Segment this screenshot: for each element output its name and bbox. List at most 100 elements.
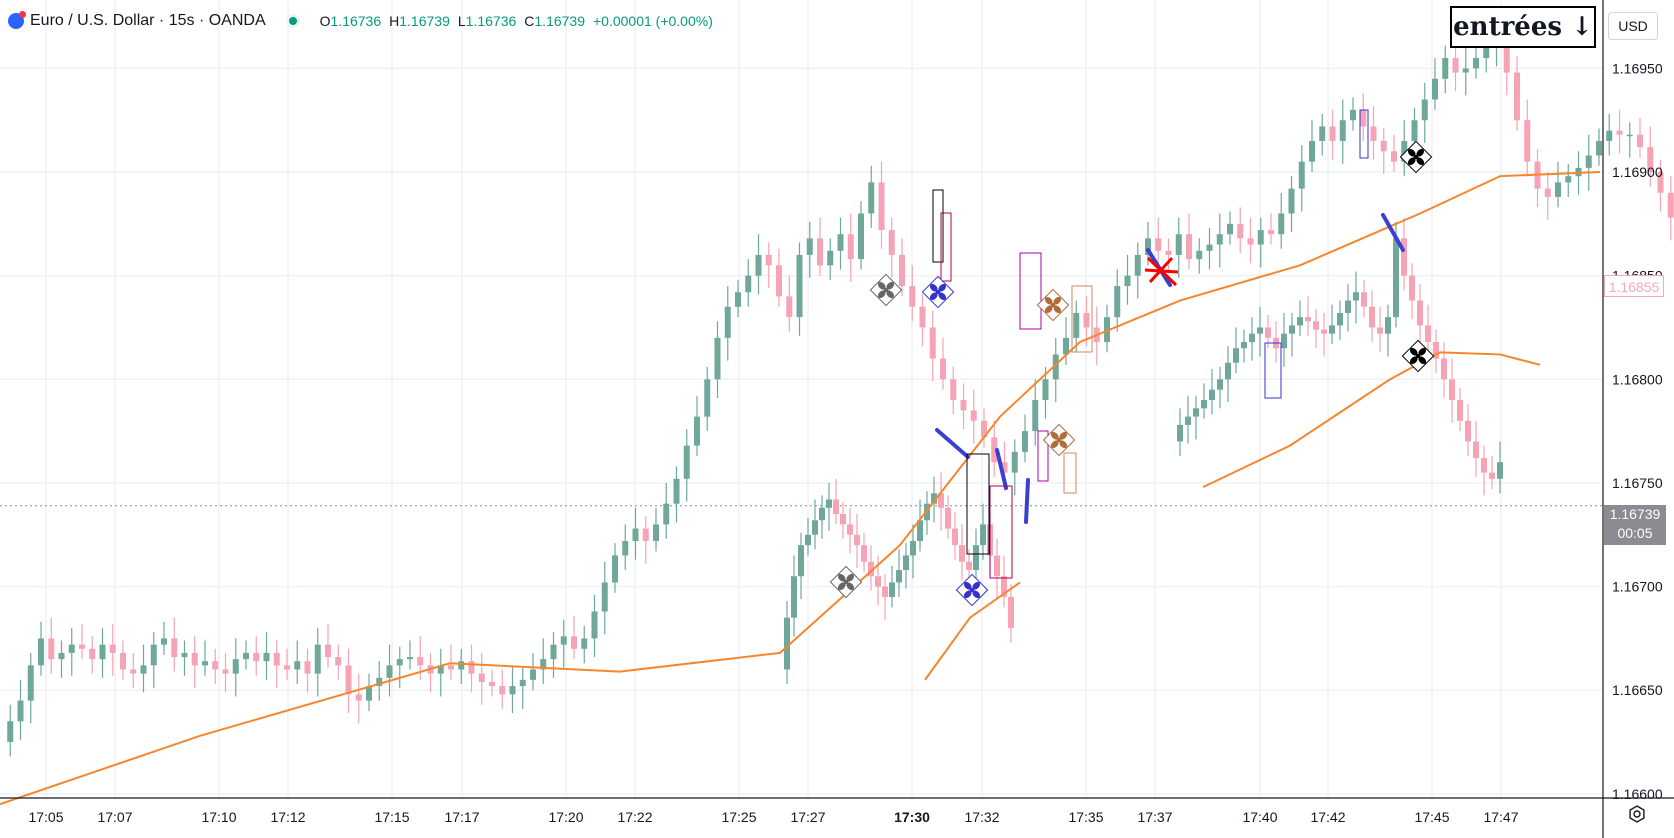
signal-diamond-icon [1399,140,1433,174]
main-candle-body [550,644,557,660]
gear-icon[interactable] [1625,802,1649,826]
main-candle-body [304,661,311,674]
signal-diamond-icon [955,573,989,607]
main-candle-body [212,661,219,670]
overlay-candle-a-body [805,534,811,546]
main-candle-body [1350,109,1356,121]
main-candle-body [1227,223,1233,235]
signal-diamond-icon [869,273,903,307]
main-candle-body [1606,130,1613,141]
countdown: 00:05 [1617,525,1653,541]
entries-label: entrées ↓ [1450,6,1596,48]
last-price-value: 1.16739 [1609,506,1661,522]
main-candle-body [448,665,454,670]
overlay-candle-b-body [1249,333,1255,342]
overlay-candle-b-body [1449,379,1455,401]
x-tick-label: 17:27 [790,809,825,825]
main-candle-body [1073,312,1080,338]
overlay-candle-b-body [1337,312,1343,326]
main-candle-body [1462,68,1469,73]
overlay-candle-b-body [1393,238,1399,318]
overlay-candle-a-body [952,528,958,546]
main-candle-body [7,721,14,743]
main-candle-body [1555,182,1561,197]
annotation-rectangle [1071,285,1093,353]
main-candle-body [786,296,793,318]
main-candle-body [653,524,659,541]
overlay-candle-b-body [1497,462,1503,479]
main-candle-body [1165,250,1172,255]
overlay-candle-b-body [1313,321,1319,330]
main-candle-body [437,665,444,674]
main-candle-body [1237,223,1244,239]
overlay-candle-a-body [784,617,790,670]
main-candle-body [1391,151,1397,162]
main-candle-body [601,582,608,612]
main-candle-body [376,677,383,687]
overlay-candle-a-body [917,520,923,541]
chart-header: Euro / U.S. Dollar · 15s · OANDA O1.1673… [8,11,713,30]
main-candle-body [1503,37,1510,73]
x-tick-label: 17:35 [1068,809,1103,825]
main-candle-body [868,182,875,214]
main-candle-body [202,661,208,666]
flag-icon[interactable] [8,11,26,29]
overlay-candle-b-body [1473,441,1479,459]
overlay-candle-b-body [1321,329,1327,334]
main-candle-body [1370,126,1377,141]
main-candle-body [181,652,188,658]
overlay-candle-b-body [1217,379,1223,390]
main-candle-body [1042,379,1049,401]
main-candle-body [38,638,44,666]
main-candle-body [1442,58,1449,79]
x-tick-label: 17:40 [1242,809,1277,825]
main-candle-body [1052,354,1059,380]
overlay-candle-a-body [798,545,804,577]
overlay-candle-a-body [938,493,944,508]
currency-select[interactable]: USD [1608,12,1658,40]
main-candle-body [1309,140,1315,162]
annotation-rectangle [1063,452,1077,494]
overlay-candle-b-body [1177,424,1183,442]
overlay-candle-b-body [1361,292,1367,307]
main-candle-body [1063,337,1069,355]
x-tick-label: 17:22 [617,809,652,825]
main-candle-body [355,694,362,701]
overlay-candle-a-body [854,534,860,546]
blue-marker-stroke [1024,478,1030,524]
overlay-candle-b-body [1305,317,1311,322]
main-candle-body [1483,47,1490,59]
overlay-candle-a-body [966,561,972,570]
overlay-candle-a-body [973,545,979,570]
overlay-candle-b-body [1289,325,1295,334]
overlay-candle-b-body [1201,400,1207,409]
main-candle-body [1616,130,1623,135]
x-tick-label: 17:30 [894,809,930,825]
signal-diamond-icon [1042,423,1076,457]
signal-diamond-icon [1401,339,1435,373]
overlay-candle-b-body [1377,327,1383,334]
last-price-tag: 1.16739 00:05 [1604,505,1666,545]
x-tick-label: 17:42 [1310,809,1345,825]
main-candle-body [888,230,895,255]
main-candle-body [1186,234,1192,260]
overlay-candle-b-body [1457,400,1463,421]
change-value: +0.00001 (+0.00%) [593,13,713,29]
overlay-candle-a-body [931,493,937,504]
main-candle-body [1524,120,1531,162]
main-candle-body [99,644,106,660]
main-candle-body [366,686,372,701]
overlay-candle-b-body [1241,342,1247,349]
symbol-title[interactable]: Euro / U.S. Dollar · 15s · OANDA [30,12,266,29]
main-candle-body [981,420,987,438]
main-candle-body [735,292,741,307]
main-candle-body [970,410,977,421]
main-candle-body [817,238,823,266]
main-candle-body [571,636,577,649]
main-candle-body [1380,140,1387,152]
main-candle-body [530,669,536,680]
overlay-candle-b-body [1417,300,1423,326]
overlay-candle-b-body [1489,472,1495,479]
main-candle-body [489,681,495,687]
